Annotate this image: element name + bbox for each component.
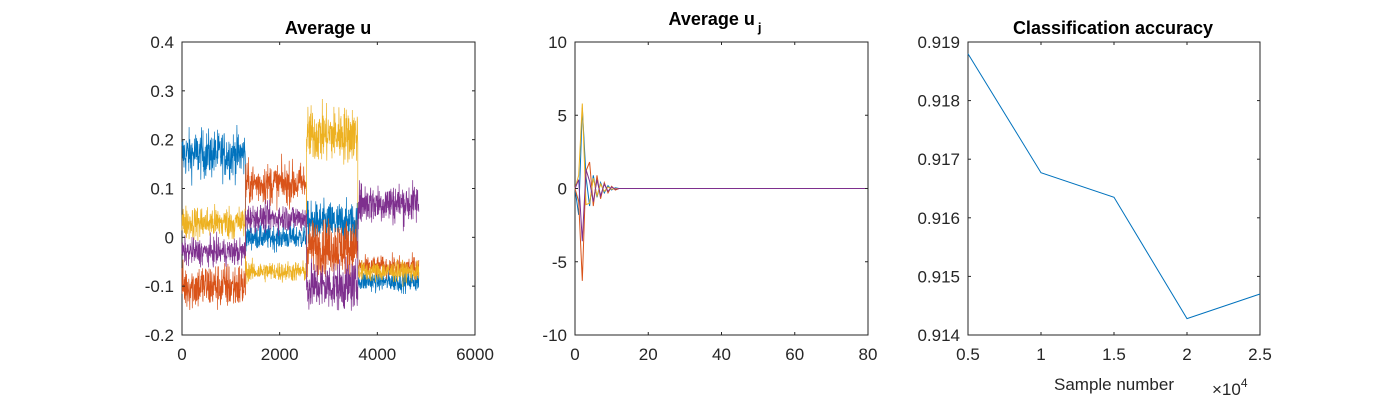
panel-average-u: 0 2000 4000 6000 -0.2 -0.1 0 0.1 0.2 0.3 0.4 Avera… [145, 18, 494, 364]
x-tick-label: 0 [177, 345, 186, 364]
series-line-4 [574, 169, 868, 242]
x-tick-label: 60 [785, 345, 804, 364]
y-tick-label: 0.917 [917, 150, 960, 169]
y-tick-label: 0.916 [917, 209, 960, 228]
x-tick-label: 4000 [358, 345, 396, 364]
x-axis-exponent-power: 4 [1241, 376, 1248, 390]
series-line-3 [181, 98, 420, 287]
x-tick-label: 0 [570, 345, 579, 364]
y-tick-label: -10 [542, 326, 567, 345]
y-tick-label: 0.915 [917, 267, 960, 286]
chart-title-average-uj-main: Average u [669, 9, 755, 29]
y-tick-label: 0 [558, 180, 567, 199]
chart-title-average-u: Average u [285, 18, 371, 38]
y-tick-label: 10 [548, 33, 567, 52]
series-lines-average-uj [574, 103, 868, 281]
x-tick-label: 2.5 [1248, 345, 1272, 364]
ticks-average-uj: 0 20 40 60 80 -10 -5 0 5 10 [542, 33, 877, 364]
series-lines-average-u [181, 98, 420, 311]
series-line-1 [967, 53, 1261, 320]
x-tick-label: 1.5 [1102, 345, 1126, 364]
y-tick-label: 5 [558, 106, 567, 125]
plot-area-classification-accuracy [967, 41, 1261, 336]
x-axis-exponent-base: ×10 [1212, 380, 1241, 399]
x-axis-exponent: ×104 [1212, 376, 1248, 399]
ticks-classification-accuracy: 0.5 1 1.5 2 2.5 0.914 0.915 0.916 0.917 0.918 0.91… [917, 33, 1271, 364]
x-tick-label: 20 [639, 345, 658, 364]
x-tick-label: 0.5 [956, 345, 980, 364]
x-tick-label: 80 [859, 345, 878, 364]
x-tick-label: 40 [712, 345, 731, 364]
ticks-average-u: 0 2000 4000 6000 -0.2 -0.1 0 0.1 0.2 0.3 0.4 [145, 33, 494, 364]
y-tick-label: -0.1 [145, 277, 174, 296]
x-tick-label: 6000 [456, 345, 494, 364]
panel-classification-accuracy: 0.5 1 1.5 2 2.5 0.914 0.915 0.916 0.917 0.918 0.91… [917, 18, 1271, 399]
y-tick-label: -5 [552, 253, 567, 272]
y-tick-label: 0.918 [917, 92, 960, 111]
chart-title-classification-accuracy: Classification accuracy [1013, 18, 1213, 38]
x-axis-label-sample-number: Sample number [1054, 375, 1174, 394]
y-tick-label: 0.2 [150, 131, 174, 150]
x-tick-label: 1 [1036, 345, 1045, 364]
y-tick-label: -0.2 [145, 326, 174, 345]
y-tick-label: 0.1 [150, 180, 174, 199]
y-tick-label: 0.914 [917, 326, 960, 345]
x-tick-label: 2 [1182, 345, 1191, 364]
chart-title-average-uj-subscript: j [757, 20, 762, 35]
series-line-4 [181, 180, 420, 311]
x-tick-label: 2000 [261, 345, 299, 364]
series-lines-classification-accuracy [967, 53, 1261, 320]
y-tick-label: 0.3 [150, 82, 174, 101]
y-tick-label: 0.919 [917, 33, 960, 52]
y-tick-label: 0 [165, 228, 174, 247]
y-tick-label: 0.4 [150, 33, 174, 52]
